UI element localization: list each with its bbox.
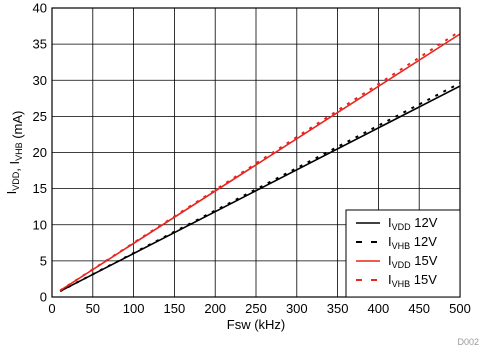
legend-label-3: IVDD 15V	[388, 253, 438, 270]
legend-label-4: IVHB 15V	[388, 272, 437, 289]
x-tick-label: 50	[86, 301, 100, 316]
y-tick-label: 30	[33, 73, 47, 88]
grid	[52, 8, 460, 297]
plot-border	[51, 7, 461, 298]
y-tick-label: 0	[40, 290, 47, 305]
y-tick-label: 20	[33, 145, 47, 160]
x-tick-label: 450	[408, 301, 430, 316]
series-line-3	[59, 33, 461, 292]
y-tick-label: 25	[33, 109, 47, 124]
x-tick-label: 350	[327, 301, 349, 316]
legend-label-2: IVHB 12V	[388, 234, 437, 251]
legend-label-1: IVDD 12V	[388, 215, 438, 232]
x-tick-label: 300	[286, 301, 308, 316]
legend: IVDD 12V IVHB 12V IVDD 15V IVHB 15V	[345, 209, 461, 298]
x-tick-label: 100	[123, 301, 145, 316]
figure-id: D002	[457, 337, 479, 347]
y-tick-labels: 0 5 10 15 20 25 30 35 40	[33, 1, 47, 305]
x-tick-labels: 0 50 100 150 200 250 300 350 400 450 500	[48, 301, 470, 316]
x-tick-label: 500	[449, 301, 471, 316]
y-tick-label: 15	[33, 181, 47, 196]
x-tick-label: 200	[204, 301, 226, 316]
y-axis-title: IVDD, IVHB (mA)	[4, 111, 25, 195]
legend-box	[345, 209, 461, 298]
x-tick-label: 150	[164, 301, 186, 316]
x-axis-title: Fsw (kHz)	[227, 317, 286, 332]
y-tick-label: 35	[33, 37, 47, 52]
y-tick-label: 5	[40, 253, 47, 268]
plot-frame	[51, 7, 461, 298]
x-tick-label: 250	[245, 301, 267, 316]
y-tick-label: 40	[33, 1, 47, 16]
y-tick-label: 10	[33, 217, 47, 232]
x-tick-label: 0	[48, 301, 55, 316]
series-group	[59, 30, 461, 293]
series-line-4	[59, 30, 461, 292]
x-tick-label: 400	[368, 301, 390, 316]
series-line-2	[59, 82, 461, 293]
